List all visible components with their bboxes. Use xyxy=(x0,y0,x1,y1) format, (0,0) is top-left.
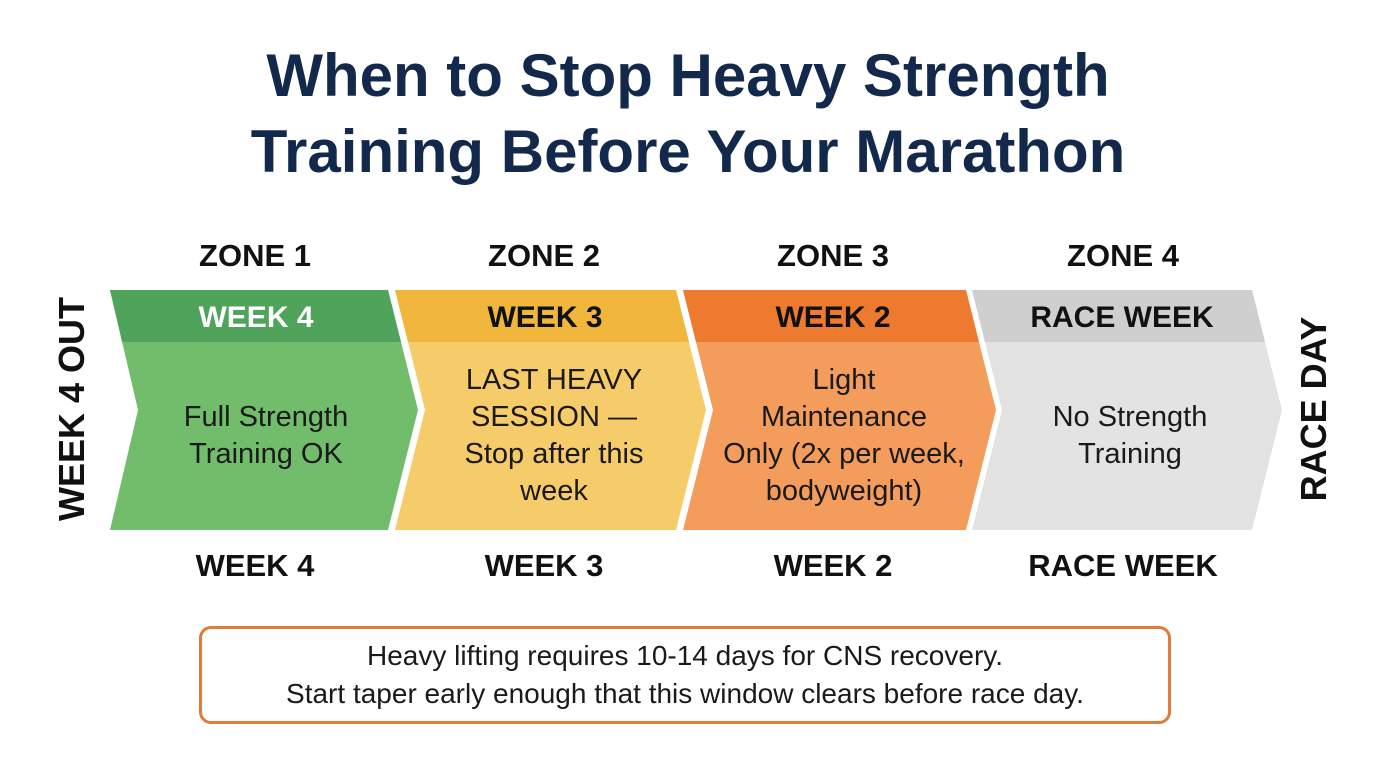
recovery-note: Heavy lifting requires 10-14 days for CN… xyxy=(199,626,1171,724)
zone-label-3: ZONE 3 xyxy=(777,238,889,273)
zone-3-line-1: Light xyxy=(812,364,876,396)
title-line-2: Training Before Your Marathon xyxy=(250,118,1126,185)
zone-label-1: ZONE 1 xyxy=(199,238,311,273)
week-header-4: RACE WEEK xyxy=(1030,301,1214,334)
zone-2-line-4: week xyxy=(520,475,588,507)
zone-4-description: No Strength Training xyxy=(996,342,1264,530)
zone-4-line-2: Training xyxy=(1078,438,1182,470)
zone-2-line-2: SESSION — xyxy=(471,401,637,433)
zone-4-line-1: No Strength xyxy=(1052,401,1208,433)
bottom-label-1: WEEK 4 xyxy=(195,548,315,583)
zone-2-description: LAST HEAVY SESSION — Stop after this wee… xyxy=(420,342,688,530)
zone-3-line-2: Maintenance xyxy=(760,401,928,433)
chevron-zone-3 xyxy=(683,290,996,530)
note-line-1: Heavy lifting requires 10-14 days for CN… xyxy=(367,640,1003,671)
zone-2-line-1: LAST HEAVY xyxy=(465,364,643,396)
chevron-zone-1 xyxy=(110,290,418,530)
zone-label-2: ZONE 2 xyxy=(488,238,600,273)
zone-3-line-4: bodyweight) xyxy=(765,475,923,507)
zone-2-line-3: Stop after this xyxy=(464,438,644,470)
chevron-zone-4 xyxy=(972,290,1282,530)
zone-3-description: Light Maintenance Only (2x per week, bod… xyxy=(702,342,986,530)
week-header-3: WEEK 2 xyxy=(775,301,891,334)
zone-3-line-3: Only (2x per week, xyxy=(723,438,965,470)
zone-1-line-1: Full Strength xyxy=(183,401,349,433)
bottom-label-4: RACE WEEK xyxy=(1028,548,1218,583)
zone-1-description: Full Strength Training OK xyxy=(128,342,404,530)
bottom-label-2: WEEK 3 xyxy=(484,548,604,583)
bottom-label-3: WEEK 2 xyxy=(773,548,893,583)
chevron-zone-2 xyxy=(395,290,706,530)
week-header-2: WEEK 3 xyxy=(487,301,603,334)
zone-label-4: ZONE 4 xyxy=(1067,238,1179,273)
page-title: When to Stop Heavy Strength Training Bef… xyxy=(0,38,1376,190)
week-header-1: WEEK 4 xyxy=(198,301,314,334)
note-line-2: Start taper early enough that this windo… xyxy=(286,678,1084,709)
zone-1-line-2: Training OK xyxy=(189,438,343,470)
title-line-1: When to Stop Heavy Strength xyxy=(266,42,1110,109)
